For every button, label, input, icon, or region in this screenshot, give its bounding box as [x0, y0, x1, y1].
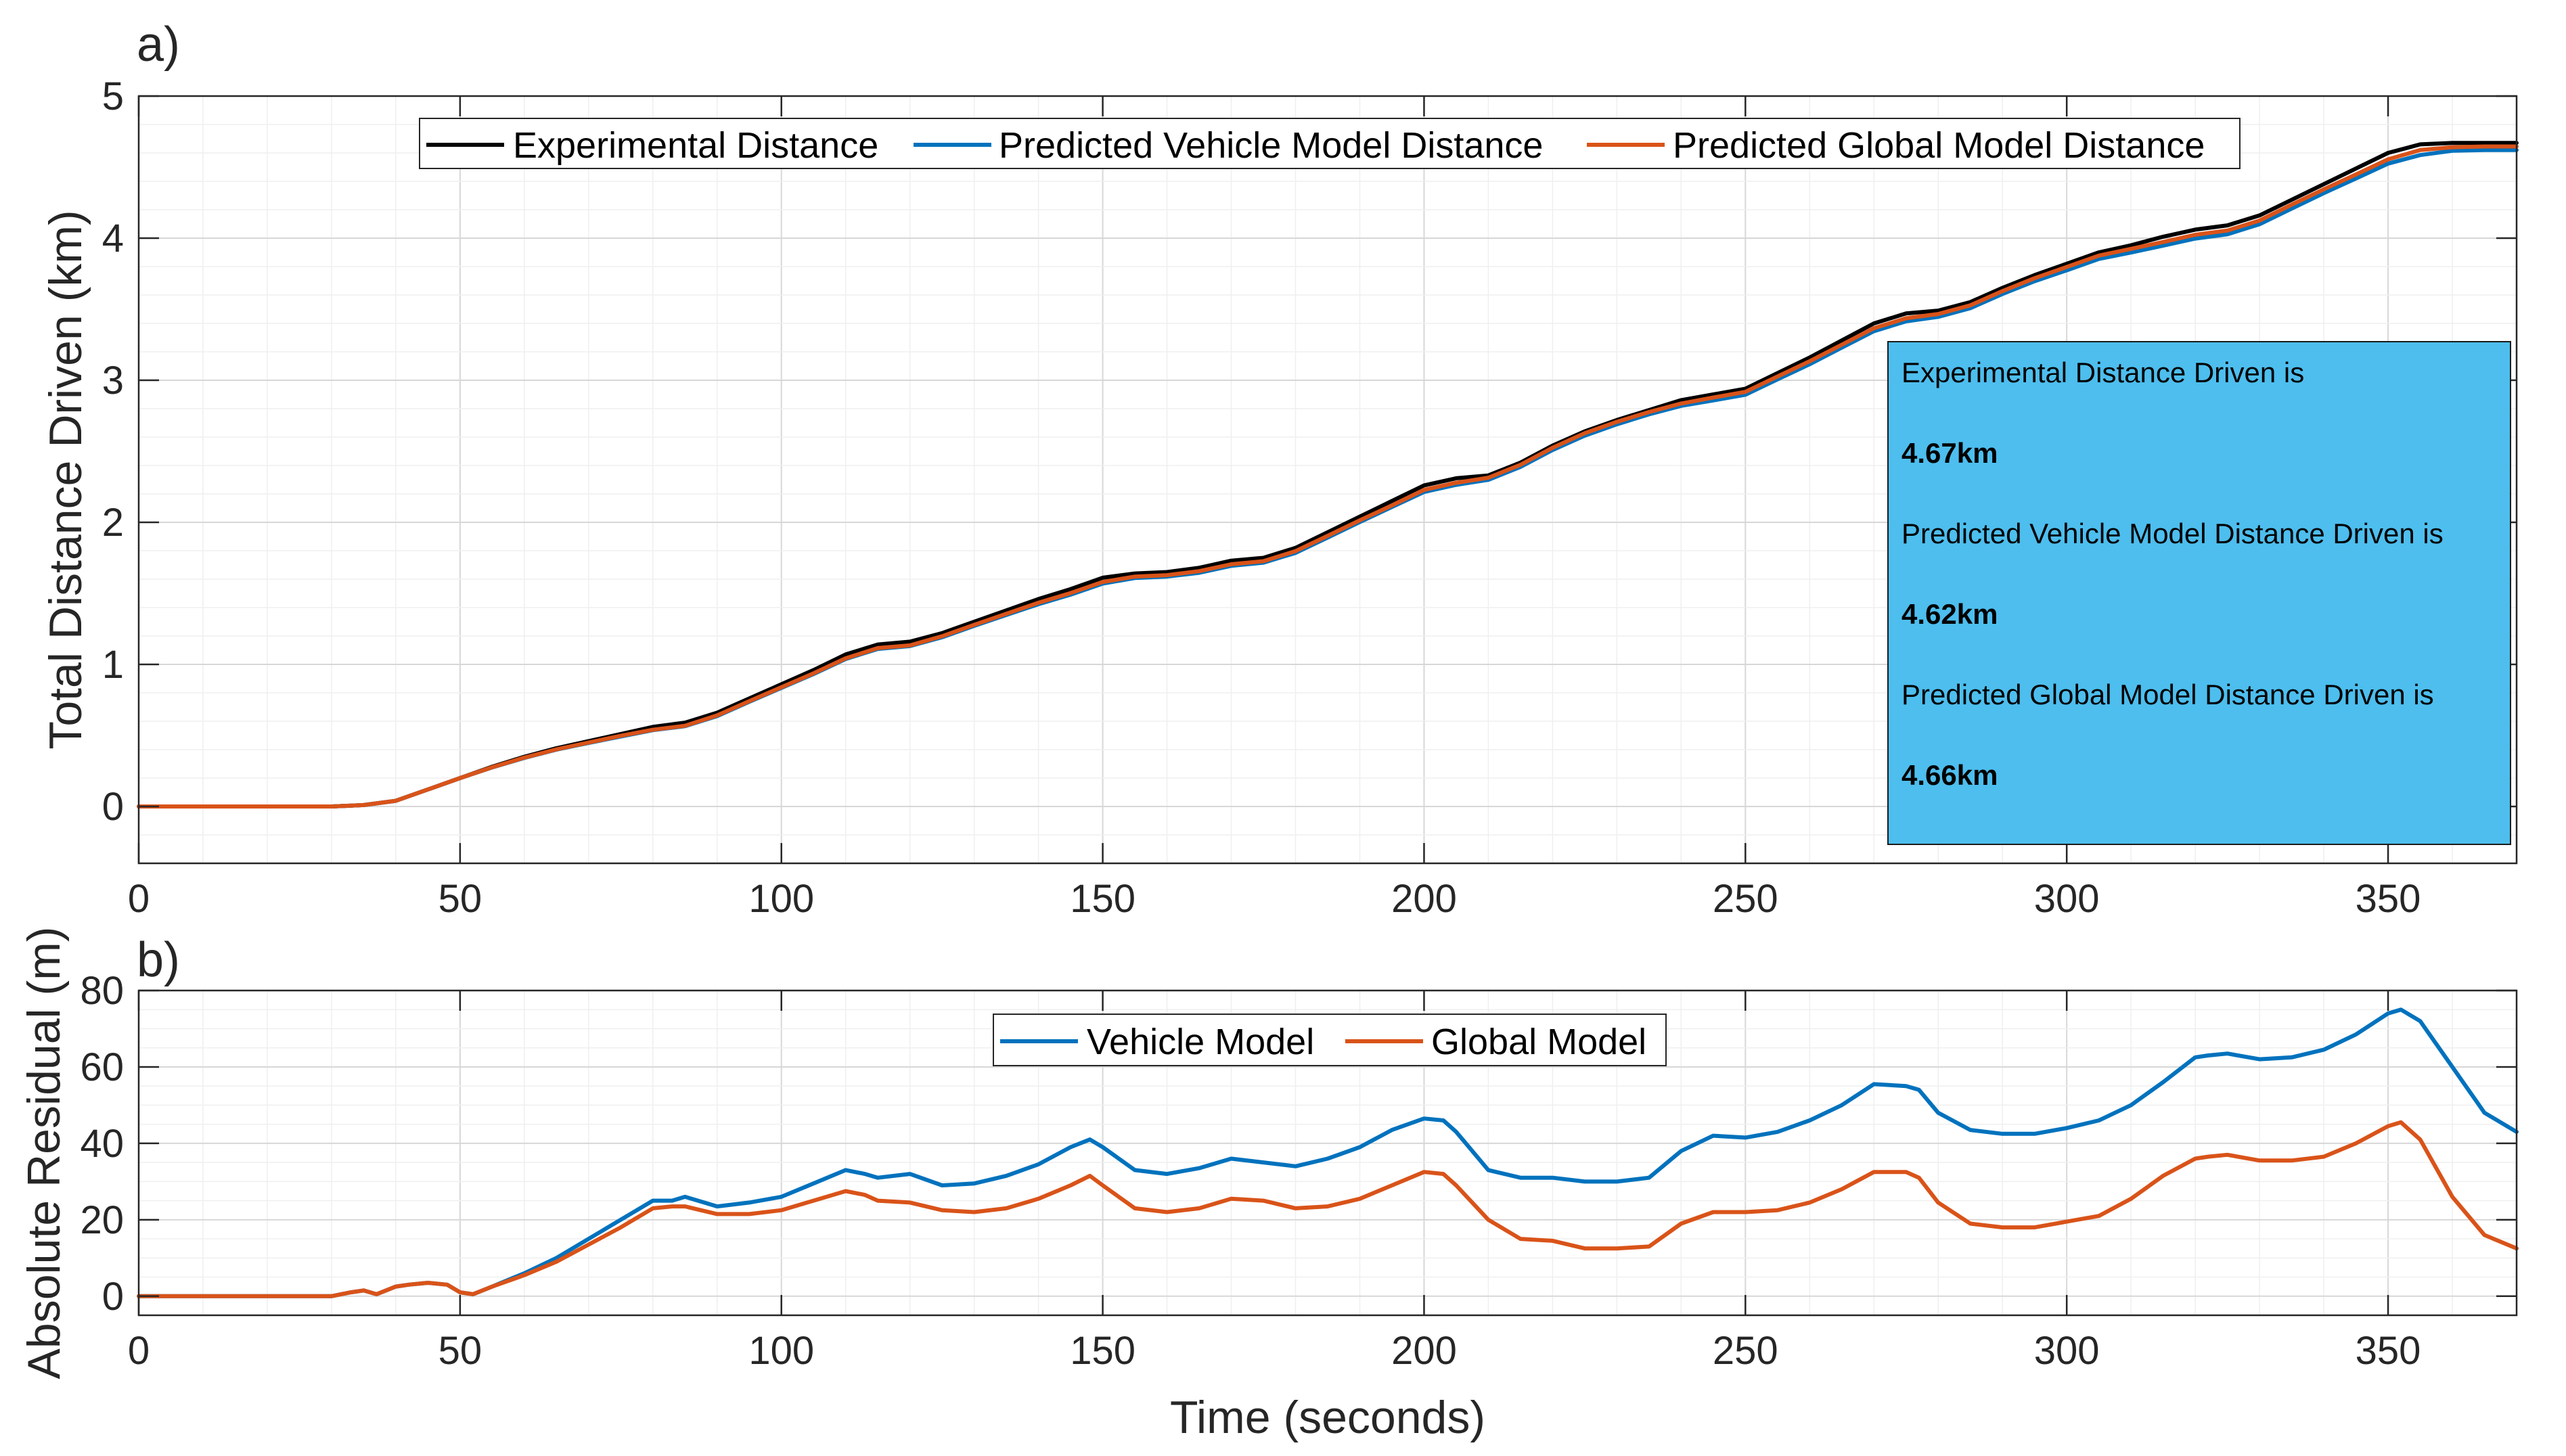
panel-a-ticks: 0 50 100 150 200 250 300 350 0 1 2 3 4 5 [102, 74, 2517, 921]
panel-b-axes-frame [137, 989, 2518, 1317]
x-tick-label: 0 [128, 877, 150, 921]
x-tick-label: 350 [2356, 1329, 2421, 1373]
x-tick-label: 150 [1070, 877, 1135, 921]
series-line-experimental-distance [137, 141, 2519, 809]
series-line-global-model [137, 1120, 2519, 1298]
x-tick-label: 0 [128, 1329, 150, 1373]
panel-a-legend-box [419, 118, 2241, 169]
panel-a-axes-frame [137, 95, 2518, 865]
y-tick-label: 3 [102, 359, 124, 403]
panel-a-label: a) [137, 18, 180, 72]
x-tick-label: 50 [438, 877, 482, 921]
legend-label-vehicle: Predicted Vehicle Model Distance [999, 125, 1543, 166]
legend-label-vehicle-model: Vehicle Model [1087, 1022, 1314, 1062]
distance-info-box: Experimental Distance Driven is 4.67km P… [1887, 341, 2511, 845]
x-tick-label: 300 [2034, 877, 2100, 921]
panel-b-y-axis-title: Absolute Residual (m) [18, 927, 70, 1380]
y-tick-label: 0 [102, 785, 124, 829]
y-tick-label: 2 [102, 501, 124, 545]
x-tick-label: 250 [1713, 877, 1778, 921]
panel-a-distance-plot: 0 50 100 150 200 250 300 350 0 1 2 3 4 5 a) Total Dis… [40, 18, 2519, 921]
panel-b-series [137, 1007, 2519, 1298]
legend-label-global: Predicted Global Model Distance [1673, 125, 2205, 166]
info-box-background [1887, 341, 2511, 845]
info-global-value: 4.66km [1901, 759, 1998, 791]
info-experimental-value: 4.67km [1901, 437, 1998, 469]
y-tick-label: 20 [80, 1198, 124, 1242]
info-vehicle-label: Predicted Vehicle Model Distance Driven … [1901, 518, 2444, 549]
legend-label-global-model: Global Model [1431, 1022, 1646, 1062]
info-experimental-label: Experimental Distance Driven is [1901, 357, 2304, 388]
x-tick-label: 100 [748, 1329, 814, 1373]
x-tick-label: 200 [1391, 1329, 1457, 1373]
x-tick-label: 250 [1713, 1329, 1778, 1373]
y-tick-label: 80 [80, 969, 124, 1013]
x-tick-label: 300 [2034, 1329, 2100, 1373]
info-global-label: Predicted Global Model Distance Driven i… [1901, 679, 2434, 710]
panel-a-y-axis-title: Total Distance Driven (km) [40, 210, 91, 749]
series-line-vehicle-model [137, 1007, 2519, 1298]
y-tick-label: 4 [102, 217, 124, 260]
x-axis-title: Time (seconds) [1170, 1392, 1485, 1443]
x-tick-label: 200 [1391, 877, 1457, 921]
legend-label-experimental: Experimental Distance [513, 125, 878, 166]
x-tick-label: 150 [1070, 1329, 1135, 1373]
series-line-predicted-global-model-distance [137, 144, 2519, 809]
panel-b-legend-box [993, 1014, 1667, 1066]
y-tick-label: 0 [102, 1275, 124, 1319]
panel-b-legend: Vehicle Model Global Model [993, 1014, 1667, 1066]
panel-b-label: b) [137, 933, 180, 987]
x-tick-label: 100 [748, 877, 814, 921]
panel-a-legend: Experimental Distance Predicted Vehicle … [419, 118, 2241, 169]
y-tick-label: 60 [80, 1045, 124, 1089]
info-vehicle-value: 4.62km [1901, 598, 1998, 630]
panel-b-residual-plot: 0 50 100 150 200 250 300 350 0 20 40 60 80 b) Absolu… [18, 927, 2519, 1443]
x-tick-label: 50 [438, 1329, 482, 1373]
panel-b-ticks: 0 50 100 150 200 250 300 350 0 20 40 60 80 [80, 969, 2517, 1373]
panel-a-series [137, 141, 2519, 809]
y-tick-label: 1 [102, 643, 124, 687]
x-tick-label: 350 [2356, 877, 2421, 921]
y-tick-label: 5 [102, 74, 124, 118]
y-tick-label: 40 [80, 1122, 124, 1166]
